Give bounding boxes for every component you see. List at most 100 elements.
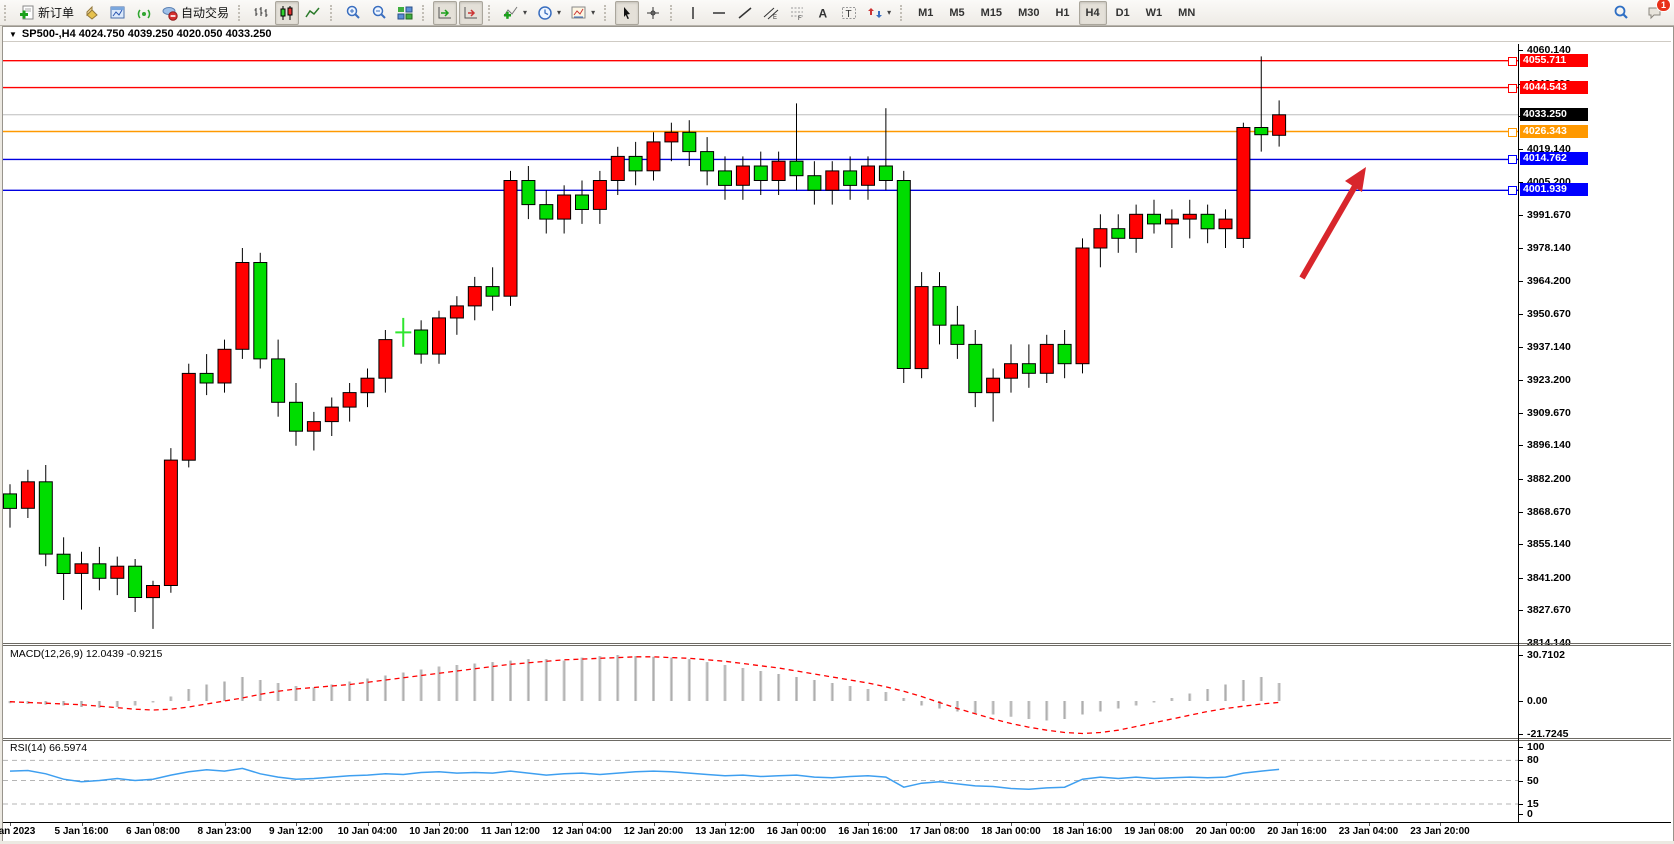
market-watch-button[interactable] bbox=[80, 1, 104, 25]
rsi-tick bbox=[1519, 780, 1523, 782]
auto-trading-button-label: 自动交易 bbox=[181, 6, 230, 20]
candle bbox=[378, 330, 393, 393]
auto-trading-button[interactable]: 自动交易 bbox=[158, 1, 233, 25]
candle bbox=[360, 368, 375, 408]
time-tick bbox=[510, 822, 512, 826]
toolbar-group-handle[interactable] bbox=[422, 4, 428, 21]
text-label-button[interactable]: T bbox=[837, 1, 861, 25]
line-anchor[interactable] bbox=[1508, 127, 1517, 137]
dropdown-caret-icon[interactable]: ▾ bbox=[557, 8, 562, 17]
text-icon: A bbox=[815, 5, 831, 21]
fibonacci-button[interactable]: F bbox=[785, 1, 809, 25]
candle bbox=[861, 156, 875, 200]
chart-menu-marker-icon[interactable]: ▼ bbox=[9, 29, 17, 39]
toolbar-group-handle[interactable] bbox=[238, 4, 244, 21]
macd-rsi-splitter[interactable] bbox=[3, 738, 1671, 739]
toolbar-group-handle[interactable] bbox=[488, 4, 494, 21]
time-tick bbox=[224, 822, 226, 826]
timeframe-h1-label: H1 bbox=[1055, 6, 1070, 19]
timeframe-mn[interactable]: MN bbox=[1171, 1, 1202, 25]
indicators-button[interactable]: ▾ bbox=[499, 1, 531, 25]
timeframe-h1[interactable]: H1 bbox=[1048, 1, 1076, 25]
line-anchor[interactable] bbox=[1508, 186, 1517, 196]
toolbar-group-handle[interactable] bbox=[900, 4, 906, 21]
chart-window[interactable] bbox=[2, 26, 1674, 843]
toolbar-group bbox=[234, 0, 326, 25]
toolbar-group: ▾ ▾ ▾ bbox=[484, 1, 600, 25]
toolbar-group-handle[interactable] bbox=[604, 4, 610, 21]
signals-button[interactable] bbox=[132, 1, 156, 25]
vline-icon bbox=[685, 5, 701, 21]
candle bbox=[181, 363, 196, 468]
arrows-button[interactable]: ▾ bbox=[863, 1, 895, 25]
data-window-button[interactable] bbox=[106, 1, 130, 25]
new-order-button[interactable]: 新订单 bbox=[15, 1, 78, 25]
vertical-line-button[interactable] bbox=[681, 1, 705, 25]
candle bbox=[163, 448, 178, 593]
candlestick-chart-button[interactable] bbox=[275, 0, 300, 25]
time-tick bbox=[796, 822, 798, 826]
timeframe-w1[interactable]: W1 bbox=[1139, 1, 1170, 25]
dropdown-caret-icon[interactable]: ▾ bbox=[887, 8, 892, 17]
line-anchor[interactable] bbox=[1508, 155, 1517, 165]
price-tick bbox=[1519, 148, 1523, 150]
price-tick-label: 3923.200 bbox=[1527, 374, 1571, 387]
timeframe-m15[interactable]: M15 bbox=[974, 1, 1009, 25]
toolbar-group-handle[interactable] bbox=[330, 4, 336, 21]
macd-tick-label: 30.7102 bbox=[1527, 649, 1565, 661]
dropdown-caret-icon[interactable]: ▾ bbox=[523, 8, 528, 17]
toolbar-group-handle[interactable] bbox=[670, 4, 676, 21]
template-icon bbox=[571, 5, 587, 21]
price-tick bbox=[1519, 544, 1523, 546]
candle bbox=[324, 397, 339, 436]
price-tick bbox=[1519, 412, 1523, 414]
main-toolbar: 新订单 自动交易 ▾ ▾ ▾ E F A T ▾ M1 M5 M15 M30 H1 H4 D1 W1 MN 1 bbox=[0, 0, 1674, 26]
equidistant-channel-button[interactable]: E bbox=[759, 1, 783, 25]
line-chart-button[interactable] bbox=[301, 1, 325, 25]
horizontal-line-button[interactable] bbox=[707, 1, 731, 25]
rsi-tick-label: 80 bbox=[1527, 754, 1539, 767]
zoom-out-button[interactable] bbox=[367, 1, 391, 25]
chart-shift-button[interactable] bbox=[459, 0, 484, 25]
line-anchor[interactable] bbox=[1508, 56, 1517, 66]
tile-windows-button[interactable] bbox=[393, 1, 417, 25]
candle bbox=[557, 185, 572, 234]
time-tick bbox=[1082, 822, 1084, 826]
text-button[interactable]: A bbox=[811, 1, 835, 25]
dropdown-caret-icon[interactable]: ▾ bbox=[591, 8, 596, 17]
candle bbox=[610, 146, 625, 195]
price-tick-label: 3841.200 bbox=[1527, 571, 1571, 584]
timeframe-m1[interactable]: M1 bbox=[911, 1, 940, 25]
price-tick-label: 3950.670 bbox=[1527, 307, 1571, 320]
toolbar-group-handle[interactable] bbox=[4, 4, 10, 21]
price-tick-label: 3868.670 bbox=[1527, 505, 1571, 518]
macd-plot[interactable] bbox=[0, 646, 1518, 738]
candle bbox=[628, 141, 643, 186]
periods-button[interactable]: ▾ bbox=[533, 1, 565, 25]
timeframe-m30[interactable]: M30 bbox=[1011, 1, 1046, 25]
crosshair-button[interactable] bbox=[641, 1, 665, 25]
rsi-plot[interactable] bbox=[0, 741, 1518, 822]
timeframe-m5[interactable]: M5 bbox=[942, 1, 971, 25]
auto-scroll-button[interactable] bbox=[433, 0, 458, 25]
notifications-button[interactable]: 1 bbox=[1643, 0, 1671, 25]
time-tick bbox=[939, 822, 941, 826]
main-macd-splitter[interactable] bbox=[3, 643, 1671, 644]
candle bbox=[306, 411, 321, 451]
search-button[interactable] bbox=[1609, 1, 1633, 25]
main-chart-plot[interactable] bbox=[0, 44, 1518, 643]
timeframe-h4[interactable]: H4 bbox=[1078, 0, 1107, 25]
time-label: 18 Jan 00:00 bbox=[981, 826, 1041, 837]
price-tick-label: 3896.140 bbox=[1527, 439, 1571, 452]
price-axis-border bbox=[1518, 44, 1519, 823]
time-label: 12 Jan 20:00 bbox=[623, 826, 684, 837]
templates-button[interactable]: ▾ bbox=[567, 1, 599, 25]
new-order-icon bbox=[19, 5, 35, 21]
zoom-in-button[interactable] bbox=[341, 1, 365, 25]
crosshair-icon bbox=[645, 5, 661, 21]
trendline-button[interactable] bbox=[733, 1, 757, 25]
cursor-button[interactable] bbox=[615, 0, 640, 25]
line-anchor[interactable] bbox=[1508, 83, 1517, 93]
timeframe-d1[interactable]: D1 bbox=[1109, 1, 1137, 25]
bar-chart-button[interactable] bbox=[249, 1, 273, 25]
